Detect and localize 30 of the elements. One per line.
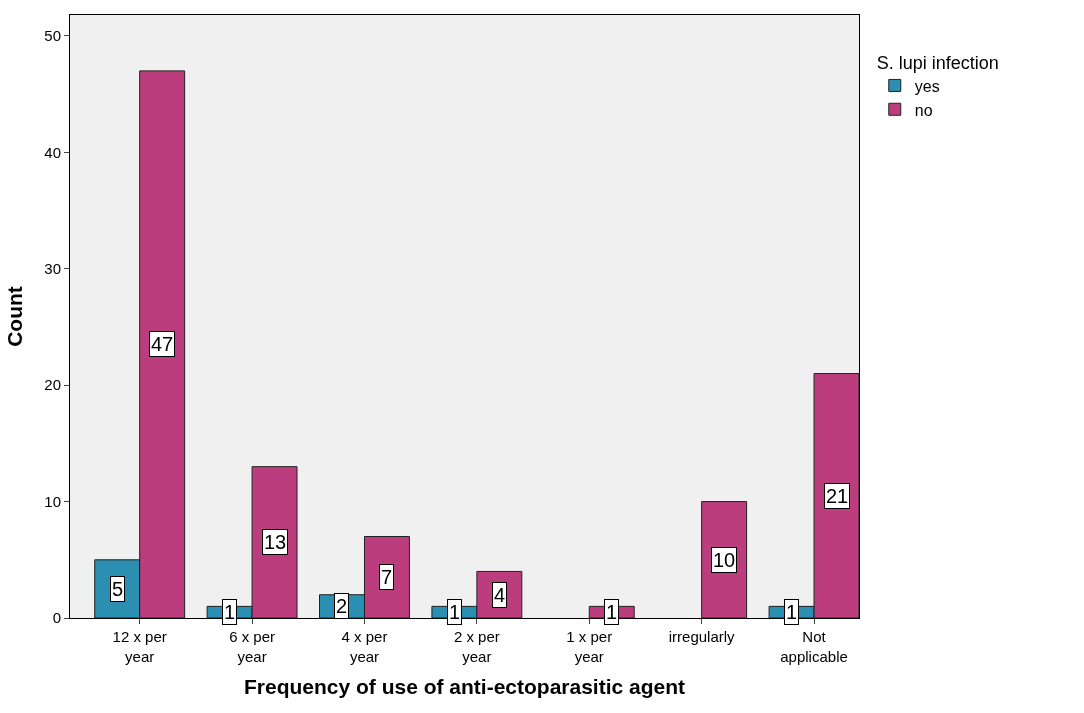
x-axis-title: Frequency of use of anti-ectoparasitic agent: [243, 674, 686, 698]
y-tick-label: 0: [52, 609, 61, 627]
y-tick-label: 20: [44, 376, 61, 394]
data-label: 5: [112, 578, 124, 600]
legend-label: no: [914, 101, 933, 119]
x-tick-label: irregularly: [668, 628, 736, 645]
data-label: 21: [826, 485, 849, 507]
x-tick-label: 6 x per year: [229, 628, 276, 665]
y-tick-label: 30: [44, 260, 61, 278]
data-label: 1: [786, 601, 798, 623]
y-tick-label: 50: [44, 27, 61, 45]
y-axis-title: Count: [3, 286, 27, 347]
data-label: 1: [224, 601, 236, 623]
data-label: 1: [606, 601, 618, 623]
data-label: 13: [264, 531, 287, 553]
data-label: 4: [494, 584, 506, 606]
y-tick-label: 10: [44, 492, 61, 510]
legend-label: yes: [914, 77, 940, 95]
x-tick-label: Not applicable: [780, 628, 848, 665]
data-label: 10: [713, 549, 736, 571]
x-tick-label: 2 x per year: [453, 628, 500, 665]
legend-title: S. lupi infection: [876, 52, 999, 73]
x-tick-label: 12 x per year: [112, 628, 167, 665]
data-label: 1: [449, 601, 461, 623]
data-label: 7: [381, 566, 393, 588]
x-tick-label: 4 x per year: [341, 628, 388, 665]
data-label: 47: [151, 333, 174, 355]
y-tick-label: 40: [44, 143, 61, 161]
data-label: 2: [336, 595, 348, 617]
x-tick-label: 1 x per year: [566, 628, 613, 665]
